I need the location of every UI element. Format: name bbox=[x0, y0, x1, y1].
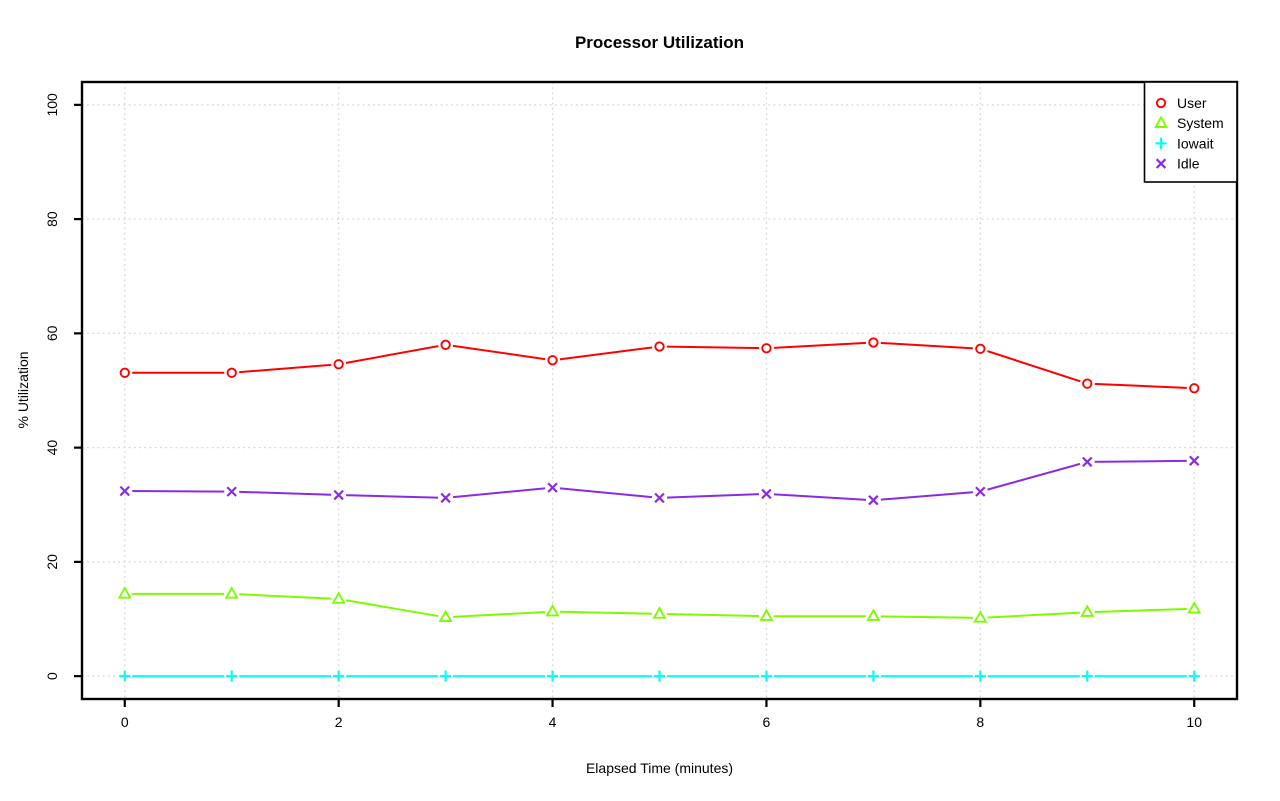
y-tick-label: 100 bbox=[44, 93, 60, 117]
triangle-marker bbox=[759, 608, 774, 621]
x-tick-label: 8 bbox=[976, 714, 984, 730]
legend: User System Iowait Idle bbox=[1143, 81, 1238, 183]
legend-label: System bbox=[1177, 115, 1224, 131]
y-tick-label: 80 bbox=[44, 211, 60, 227]
marker-gap bbox=[1079, 376, 1095, 392]
x-marker bbox=[1082, 456, 1093, 468]
marker-gap bbox=[865, 335, 881, 351]
x-marker bbox=[975, 486, 986, 497]
triangle-marker bbox=[224, 586, 239, 599]
plus-marker bbox=[653, 670, 666, 682]
circle-marker bbox=[1082, 378, 1093, 389]
plus-marker bbox=[1155, 137, 1167, 149]
circle-marker bbox=[1155, 97, 1167, 109]
x-tick-label: 10 bbox=[1186, 714, 1202, 730]
legend-label: User bbox=[1177, 95, 1207, 111]
circle-marker bbox=[226, 367, 237, 378]
x-marker bbox=[1189, 455, 1200, 466]
plus-marker bbox=[333, 670, 345, 682]
plus-marker bbox=[440, 670, 452, 682]
x-marker bbox=[440, 492, 451, 504]
x-tick-label: 2 bbox=[335, 714, 343, 730]
circle-marker bbox=[119, 367, 130, 378]
y-tick-label: 40 bbox=[44, 440, 60, 456]
plus-marker bbox=[974, 670, 986, 682]
x-marker bbox=[654, 492, 665, 504]
series-iowait bbox=[117, 668, 1202, 684]
y-axis: 0 20 40 60 80 100 bbox=[44, 93, 82, 680]
marker-gap bbox=[1186, 380, 1202, 396]
series-system bbox=[117, 586, 1202, 626]
marker-gap bbox=[758, 340, 774, 356]
triangle-marker bbox=[117, 586, 132, 599]
triangle-marker bbox=[1187, 600, 1202, 614]
plus-marker bbox=[119, 670, 131, 682]
series-user bbox=[117, 335, 1202, 396]
plot-border bbox=[80, 80, 1239, 701]
x-marker bbox=[226, 486, 237, 497]
y-axis-title: % Utilization bbox=[15, 351, 31, 429]
plus-marker bbox=[1188, 670, 1200, 682]
x-axis-title: Elapsed Time (minutes) bbox=[585, 760, 734, 776]
circle-marker bbox=[868, 337, 879, 348]
x-tick-label: 4 bbox=[549, 714, 557, 730]
circle-marker bbox=[761, 343, 772, 354]
x-marker bbox=[547, 482, 558, 493]
plus-marker bbox=[546, 670, 559, 682]
circle-marker bbox=[975, 343, 986, 354]
y-tick-label: 0 bbox=[44, 672, 60, 680]
triangle-marker bbox=[973, 610, 988, 623]
triangle-marker bbox=[438, 609, 453, 623]
marker-gap bbox=[331, 356, 347, 372]
chart-title: Processor Utilization bbox=[574, 33, 745, 52]
marker-gap bbox=[224, 365, 240, 381]
circle-marker bbox=[333, 359, 344, 370]
circle-marker bbox=[654, 341, 665, 352]
plus-marker bbox=[1081, 670, 1093, 682]
x-marker bbox=[1155, 158, 1167, 169]
triangle-marker bbox=[1080, 604, 1095, 617]
marker-gap bbox=[972, 341, 988, 357]
x-tick-label: 0 bbox=[121, 714, 129, 730]
triangle-marker bbox=[1153, 115, 1169, 128]
triangle-marker bbox=[545, 603, 560, 617]
triangle-marker bbox=[331, 591, 346, 604]
marker-gap bbox=[117, 365, 133, 381]
legend-label: Idle bbox=[1177, 156, 1200, 172]
marker-gap bbox=[545, 352, 561, 368]
plus-marker bbox=[867, 670, 879, 682]
plus-marker bbox=[226, 670, 238, 682]
y-tick-label: 60 bbox=[44, 325, 60, 341]
x-axis: 0 2 4 6 8 10 bbox=[121, 699, 1202, 730]
x-tick-label: 6 bbox=[763, 714, 771, 730]
plus-marker bbox=[760, 670, 773, 682]
triangle-marker bbox=[866, 608, 881, 621]
x-marker bbox=[761, 488, 772, 500]
x-marker bbox=[868, 495, 879, 506]
triangle-marker bbox=[652, 606, 667, 619]
circle-marker bbox=[1189, 383, 1200, 394]
circle-marker bbox=[440, 339, 451, 350]
x-marker bbox=[333, 489, 344, 501]
x-marker bbox=[119, 485, 130, 497]
series-idle bbox=[117, 453, 1202, 508]
marker-gap bbox=[652, 339, 667, 355]
legend-label: Iowait bbox=[1177, 135, 1214, 151]
marker-gap bbox=[438, 337, 454, 353]
circle-marker bbox=[547, 355, 558, 366]
y-tick-label: 20 bbox=[44, 554, 60, 570]
